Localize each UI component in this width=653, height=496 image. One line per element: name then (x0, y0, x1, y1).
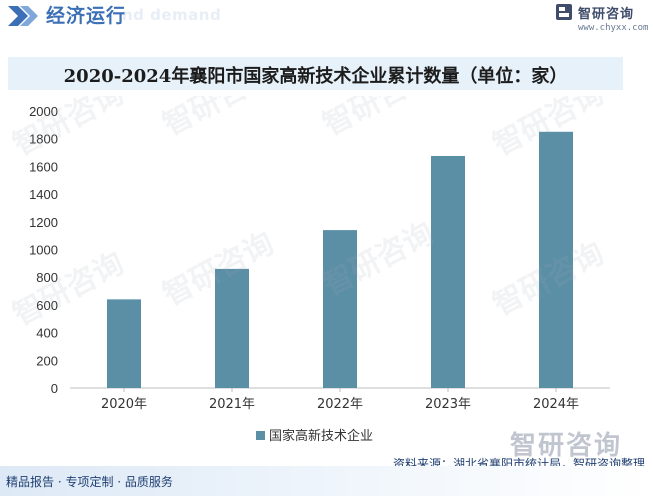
footer-bar: 精品报告 · 专项定制 · 品质服务 (0, 466, 653, 496)
x-tick-label: 2024年 (533, 397, 579, 412)
watermark-text: 智研咨询 (157, 96, 279, 143)
y-tick-label: 600 (36, 298, 58, 313)
y-tick-label: 800 (36, 270, 58, 285)
logo-icon (556, 4, 572, 20)
y-tick-label: 2000 (29, 104, 58, 119)
bar-2020年 (107, 299, 141, 388)
watermark-text: 智研咨询 (317, 96, 439, 143)
y-tick-label: 1800 (29, 132, 58, 147)
header: nd demand 经济运行 智研咨询 www.chyxx.com (0, 0, 653, 40)
logo-url[interactable]: www.chyxx.com (578, 23, 649, 33)
y-tick-label: 1400 (29, 187, 58, 202)
bar-2024年 (539, 131, 573, 388)
x-tick-label: 2022年 (317, 397, 363, 412)
y-tick-label: 400 (36, 326, 58, 341)
legend-swatch (256, 431, 265, 440)
footer-slogan: 精品报告 · 专项定制 · 品质服务 (6, 475, 173, 489)
chart-title: 2020-2024年襄阳市国家高新技术企业累计数量（单位：家） (63, 66, 568, 87)
y-tick-label: 200 (36, 353, 58, 368)
bar-2023年 (431, 156, 465, 388)
logo-name: 智研咨询 (578, 7, 635, 22)
y-tick-label: 0 (51, 381, 58, 396)
section-subtitle-ghost: nd demand (122, 6, 222, 24)
x-tick-label: 2021年 (209, 397, 255, 412)
watermark-text: 智研咨询 (7, 96, 129, 163)
bar-chart: 0 200 400 600 800 1000 1200 1400 1600 1800 2000 202… (7, 96, 610, 444)
bar-2021年 (215, 268, 249, 388)
section-title: 经济运行 (46, 5, 127, 27)
footer-watermark-logo: 智研咨询 (510, 431, 623, 461)
y-tick-label: 1200 (29, 215, 58, 230)
chevron-double-icon (8, 6, 38, 26)
y-tick-label: 1600 (29, 159, 58, 174)
x-tick-label: 2023年 (425, 397, 471, 412)
legend-label: 国家高新技术企业 (269, 428, 373, 444)
bar-2022年 (323, 230, 357, 388)
chart-title-bar: 2020-2024年襄阳市国家高新技术企业累计数量（单位：家） (8, 57, 623, 90)
x-tick-label: 2020年 (101, 397, 147, 412)
y-tick-label: 1000 (29, 243, 58, 258)
